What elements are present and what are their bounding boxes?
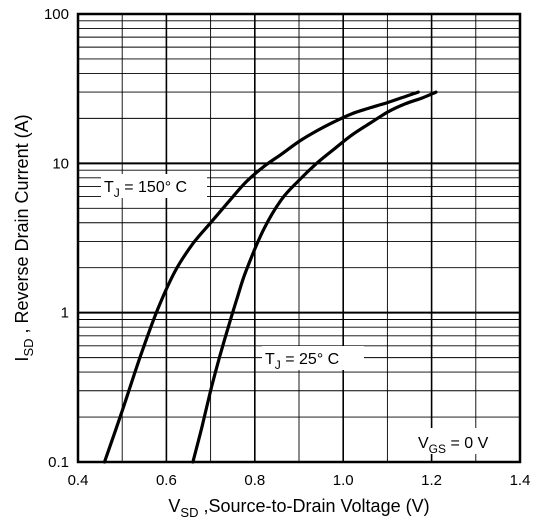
series-label-box [262, 346, 364, 370]
vgs-annotation-box [412, 428, 508, 454]
y-tick-label: 100 [44, 6, 69, 23]
y-tick-label: 0.1 [48, 454, 69, 471]
vgs-annotation-rest: = 0 V [446, 435, 489, 452]
vgs-annotation: VGS = 0 V [418, 435, 489, 456]
vgs-annotation-sub: GS [429, 442, 446, 456]
tick-labels: 0.4 0.6 0.8 1.0 1.2 1.4 0.1 1 10 100 [44, 6, 530, 489]
x-axis-title-rest: ,Source-to-Drain Voltage (V) [198, 496, 429, 516]
series-label-tj-150c: TJ = 150° C [104, 179, 187, 200]
series-label-main: T [265, 351, 275, 368]
series-label-box [101, 174, 207, 198]
y-tick-label: 10 [52, 155, 69, 172]
x-tick-label: 1.4 [510, 472, 531, 489]
series-lines [102, 90, 438, 464]
y-axis-title-sub: SD [21, 338, 36, 356]
y-axis-title-main: I [12, 357, 32, 362]
series-label-rest: = 150° C [120, 179, 187, 196]
x-tick-label: 0.6 [156, 472, 177, 489]
series-labels: TJ = 150° CTJ = 25° C [101, 174, 364, 372]
series-label-rest: = 25° C [281, 351, 339, 368]
y-axis-title-rest: , Reverse Drain Current (A) [12, 114, 32, 338]
x-axis-title-sub: SD [180, 505, 198, 520]
x-tick-label: 1.2 [421, 472, 442, 489]
x-axis-title-main: V [168, 496, 180, 516]
x-tick-label: 1.0 [333, 472, 354, 489]
series-label-tj-25c: TJ = 25° C [265, 351, 339, 372]
series-line-tj-150c [102, 90, 420, 464]
series-line-tj-25c [191, 90, 438, 464]
series-label-main: T [104, 179, 114, 196]
x-tick-label: 0.4 [68, 472, 89, 489]
y-axis-title: ISD , Reverse Drain Current (A) [12, 114, 36, 361]
y-tick-label: 1 [61, 305, 69, 322]
x-tick-label: 0.8 [244, 472, 265, 489]
series-label-sub: J [275, 358, 281, 372]
plot-frame [76, 12, 522, 464]
x-axis-title: VSD ,Source-to-Drain Voltage (V) [168, 496, 429, 520]
vgs-annotation-main: V [418, 435, 429, 452]
grid [78, 14, 520, 462]
series-label-sub: J [114, 186, 120, 200]
